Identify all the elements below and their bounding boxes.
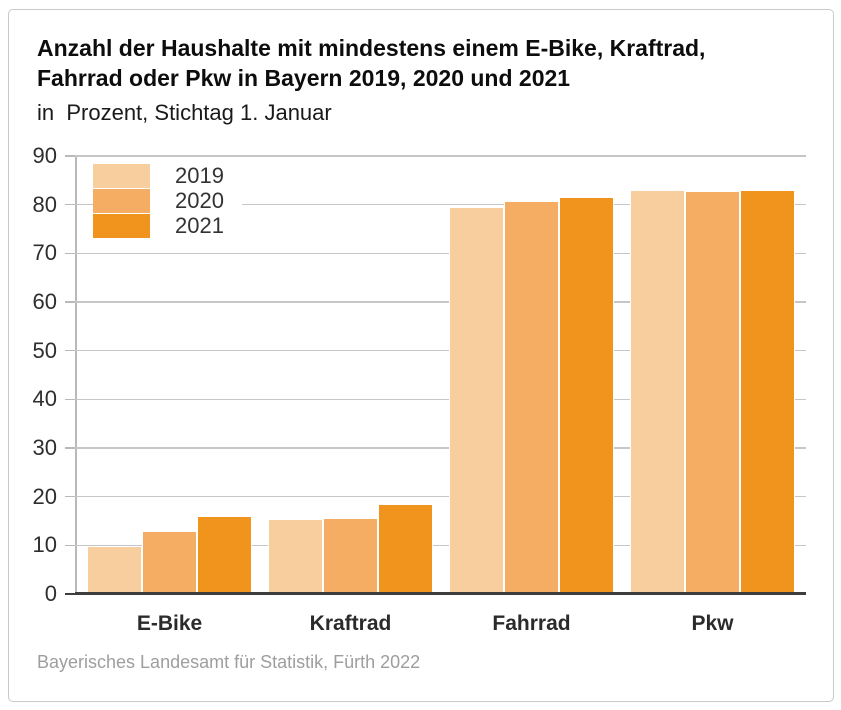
y-tick-label-70: 70 [32,240,57,266]
y-tick-0 [65,592,75,595]
legend-label-2020: 2020 [175,188,224,213]
legend: 2019 2020 2021 [93,163,242,238]
gridline-20 [75,495,806,498]
chart-title: Anzahl der Haushalte mit mindestens eine… [37,33,817,93]
y-tick-90 [65,155,75,157]
y-tick-label-80: 80 [32,191,57,217]
bars-layer [75,156,806,594]
gridline-90 [75,155,806,157]
y-tick-20 [65,495,75,498]
gridline-30 [75,447,806,449]
gridline-40 [75,398,806,401]
y-tick-40 [65,398,75,401]
y-tick-60 [65,301,75,303]
plot-area: 0 10 20 30 40 50 60 70 80 90 2019 2020 2021 [33,144,806,606]
bar-group-e-bike [87,516,252,594]
gridline-80 [75,203,806,206]
bar-group-kraftrad [268,504,433,594]
bar-e-bike-2019 [87,546,142,594]
legend-swatch-2019 [93,164,150,188]
y-axis-line [75,156,77,594]
legend-item-2020: 2020 [93,188,224,213]
y-tick-label-20: 20 [32,483,57,509]
y-tick-label-40: 40 [32,386,57,412]
y-tick-label-50: 50 [32,337,57,363]
gridline-70 [75,252,806,255]
y-tick-label-10: 10 [32,532,57,558]
y-tick-label-60: 60 [32,289,57,314]
legend-swatch-2021 [93,214,150,238]
y-tick-label-0: 0 [44,581,57,606]
bar-pkw-2020 [685,192,740,594]
y-tick-label-30: 30 [32,435,57,460]
legend-label-2021: 2021 [175,213,224,238]
chart-title-line2: Fahrrad oder Pkw in Bayern 2019, 2020 un… [37,65,571,91]
legend-item-2019: 2019 [93,163,224,188]
category-label-pkw: Pkw [691,612,734,635]
source-note: Bayerisches Landesamt für Statistik, Für… [37,652,421,672]
bar-pkw-2021 [740,191,795,594]
bar-kraftrad-2019 [268,520,323,594]
category-label-e-bike: E-Bike [136,612,203,635]
x-axis-line [75,592,806,595]
gridline-60 [75,301,806,303]
y-tick-80 [65,203,75,206]
bar-e-bike-2021 [197,516,252,594]
y-tick-label-90: 90 [32,143,57,168]
legend-label-2019: 2019 [175,163,224,188]
bar-pkw-2019 [630,191,685,594]
y-tick-10 [65,544,75,547]
bar-kraftrad-2021 [378,504,433,594]
bar-kraftrad-2020 [323,519,378,594]
y-tick-70 [65,252,75,255]
gridline-50 [75,349,806,352]
chart-card: Anzahl der Haushalte mit mindestens eine… [8,9,834,702]
bar-fahrrad-2019 [449,208,504,594]
category-label-kraftrad: Kraftrad [309,612,392,635]
chart-subtitle: in Prozent, Stichtag 1. Januar [37,100,332,125]
bar-fahrrad-2021 [559,198,614,594]
legend-item-2021: 2021 [93,213,224,238]
gridline-10 [75,544,806,547]
y-tick-30 [65,447,75,449]
category-label-fahrrad: Fahrrad [492,612,571,635]
legend-swatch-2020 [93,189,150,213]
category-axis: E-Bike Kraftrad Fahrrad Pkw [75,612,806,636]
bar-group-fahrrad [449,198,614,594]
chart-title-line1: Anzahl der Haushalte mit mindestens eine… [37,35,706,61]
bar-group-pkw [630,191,795,594]
bar-e-bike-2020 [142,532,197,594]
y-tick-50 [65,349,75,352]
bar-fahrrad-2020 [504,202,559,594]
